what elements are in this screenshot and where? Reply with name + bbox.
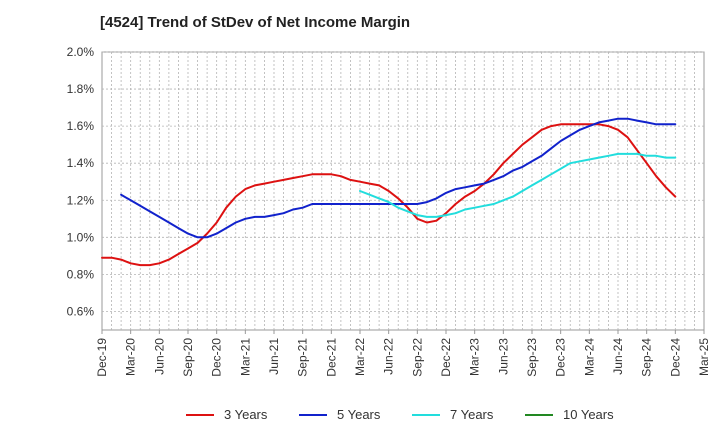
x-tick-label: Sep-24 bbox=[640, 338, 654, 377]
y-tick-label: 0.8% bbox=[67, 267, 95, 281]
x-tick-label: Jun-20 bbox=[152, 338, 166, 375]
legend-label: 10 Years bbox=[563, 407, 614, 422]
x-tick-label: Jun-22 bbox=[382, 338, 396, 375]
x-tick-label: Dec-22 bbox=[439, 338, 453, 377]
x-tick-label: Sep-23 bbox=[525, 338, 539, 377]
y-tick-label: 1.4% bbox=[67, 156, 95, 170]
x-tick-label: Mar-24 bbox=[582, 338, 596, 376]
x-tick-label: Dec-21 bbox=[324, 338, 338, 377]
x-tick-label: Mar-22 bbox=[353, 338, 367, 376]
x-tick-label: Dec-24 bbox=[668, 338, 682, 377]
x-tick-label: Sep-21 bbox=[296, 338, 310, 377]
y-tick-label: 1.2% bbox=[67, 193, 95, 207]
series-line-1 bbox=[101, 123, 677, 267]
series-line-2 bbox=[120, 117, 677, 239]
legend-label: 7 Years bbox=[450, 407, 494, 422]
y-tick-label: 2.0% bbox=[67, 45, 95, 59]
x-tick-label: Jun-23 bbox=[496, 338, 510, 375]
x-tick-label: Dec-19 bbox=[95, 338, 109, 377]
x-tick-label: Jun-24 bbox=[611, 338, 625, 375]
y-tick-label: 1.0% bbox=[67, 230, 95, 244]
y-tick-label: 0.6% bbox=[67, 304, 95, 318]
x-tick-label: Sep-22 bbox=[410, 338, 424, 377]
x-tick-label: Mar-20 bbox=[124, 338, 138, 376]
legend-label: 5 Years bbox=[337, 407, 381, 422]
y-tick-label: 1.6% bbox=[67, 119, 95, 133]
x-tick-label: Mar-21 bbox=[238, 338, 252, 376]
x-tick-label: Sep-20 bbox=[181, 338, 195, 377]
x-tick-label: Dec-23 bbox=[554, 338, 568, 377]
x-tick-label: Mar-23 bbox=[468, 338, 482, 376]
chart-title: [4524] Trend of StDev of Net Income Marg… bbox=[100, 14, 411, 31]
y-tick-label: 1.8% bbox=[67, 82, 95, 96]
plot-frame bbox=[101, 51, 705, 331]
legend-label: 3 Years bbox=[224, 407, 268, 422]
x-tick-label: Jun-21 bbox=[267, 338, 281, 375]
x-tick-label: Dec-20 bbox=[210, 338, 224, 377]
series-line-3 bbox=[359, 152, 677, 218]
x-tick-label: Mar-25 bbox=[697, 338, 711, 376]
